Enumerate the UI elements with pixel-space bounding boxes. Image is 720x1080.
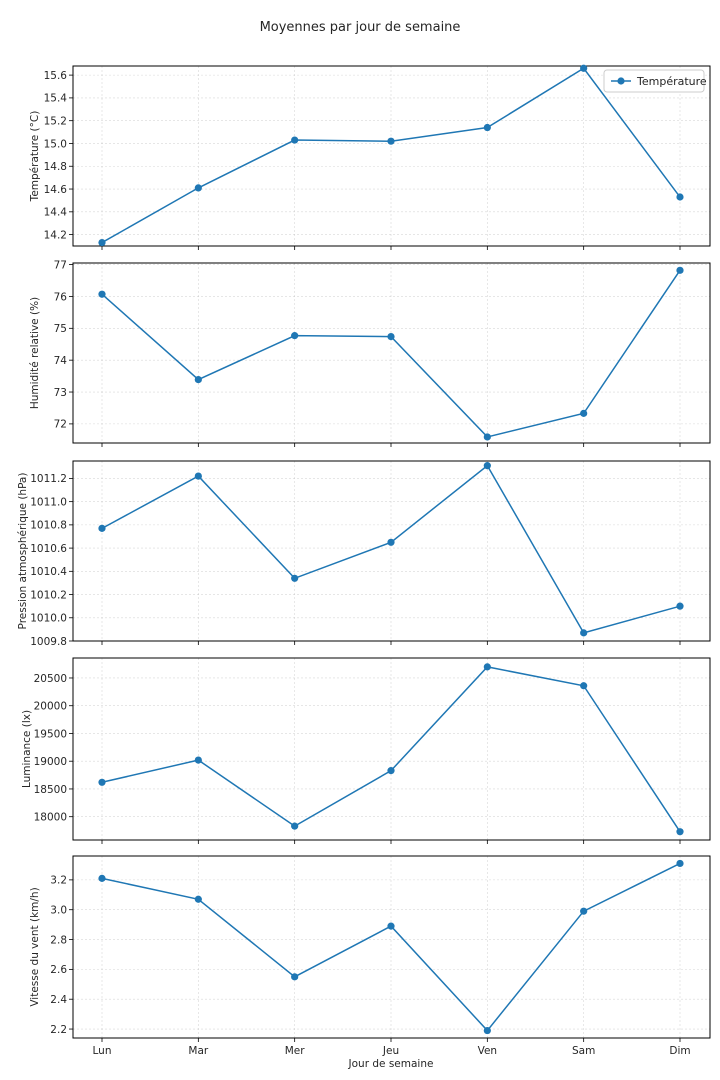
y-tick-label-temperature: 14.6	[44, 184, 68, 196]
x-tick-label: Mer	[285, 1045, 306, 1057]
data-point-pression-Dim	[676, 602, 684, 610]
y-tick-label-temperature: 15.0	[44, 138, 67, 150]
x-tick-label: Jeu	[382, 1045, 399, 1057]
data-point-vent-Ven	[483, 1026, 491, 1035]
data-point-luminance-Lun	[98, 778, 106, 786]
panel-pression: 1009.8 1010.0 1010.2 1010.4 1010.6 1010.8 1011…	[17, 460, 711, 648]
data-point-humidite-Mar	[194, 376, 202, 384]
data-point-humidite-Mer	[291, 332, 299, 340]
y-tick-label-luminance: 20000	[34, 701, 67, 713]
y-tick-label-pression: 1011.2	[30, 473, 67, 485]
axes-frame-pression	[72, 460, 711, 642]
y-tick-label-temperature: 14.8	[44, 161, 67, 173]
data-point-vent-Lun	[98, 874, 106, 882]
x-tick-label: Dim	[669, 1045, 690, 1057]
y-tick-label-temperature: 15.4	[44, 93, 68, 105]
data-point-pression-Jeu	[387, 538, 395, 546]
data-point-temperature-Sam	[580, 64, 588, 72]
data-point-luminance-Ven	[483, 663, 491, 671]
y-tick-label-luminance: 18000	[34, 811, 67, 823]
y-tick-label-humidite: 77	[54, 259, 67, 271]
legend-marker	[617, 77, 625, 85]
data-point-vent-Jeu	[387, 922, 395, 930]
data-point-humidite-Ven	[483, 433, 491, 441]
y-tick-label-pression: 1011.0	[30, 496, 67, 508]
axes-frame-vent	[72, 855, 711, 1039]
x-axis-label: Jour de semaine	[348, 1058, 434, 1070]
y-tick-label-temperature: 14.4	[44, 207, 68, 219]
legend-label: Température	[636, 75, 707, 88]
data-point-luminance-Mer	[291, 822, 299, 830]
data-point-pression-Lun	[98, 524, 106, 532]
x-tick-label: Lun	[93, 1045, 112, 1057]
y-tick-label-luminance: 18500	[34, 784, 67, 796]
y-tick-label-luminance: 19000	[34, 756, 67, 768]
y-tick-label-pression: 1010.2	[30, 589, 67, 601]
legend-box	[603, 69, 705, 93]
axes-frame-luminance	[72, 657, 711, 841]
panels: 14.2 14.4 14.6 14.8 15.0 15.2 15.4 15.6 Températ…	[17, 64, 711, 1057]
data-point-vent-Sam	[580, 907, 588, 915]
y-axis-label-humidite: Humidité relative (%)	[29, 297, 41, 409]
data-point-temperature-Mer	[291, 136, 299, 144]
panel-temperature: 14.2 14.4 14.6 14.8 15.0 15.2 15.4 15.6 Températ…	[29, 64, 711, 250]
data-point-pression-Mer	[291, 574, 299, 582]
y-tick-label-temperature: 15.6	[44, 70, 68, 82]
data-point-temperature-Mar	[194, 184, 202, 192]
axes-frame-temperature	[72, 65, 711, 247]
data-point-humidite-Sam	[580, 409, 588, 417]
y-axis-label-pression: Pression atmosphérique (hPa)	[17, 473, 29, 630]
y-tick-label-vent: 2.8	[50, 934, 67, 946]
data-point-humidite-Jeu	[387, 332, 395, 341]
data-point-temperature-Ven	[483, 123, 491, 132]
y-tick-label-humidite: 75	[54, 323, 67, 335]
panel-vent: 2.2 2.4 2.6 2.8 3.0 3.2 Vitesse du vent (km/h)…	[29, 855, 711, 1057]
y-axis-label-vent: Vitesse du vent (km/h)	[29, 887, 41, 1006]
data-point-pression-Ven	[483, 462, 491, 470]
y-tick-label-vent: 2.2	[50, 1024, 67, 1036]
y-axis-label-temperature: Température (°C)	[29, 111, 41, 203]
data-point-luminance-Dim	[676, 828, 684, 836]
data-point-temperature-Dim	[676, 193, 684, 201]
data-point-luminance-Mar	[194, 756, 202, 764]
chart-title: Moyennes par jour de semaine	[260, 20, 461, 35]
data-point-vent-Dim	[676, 859, 684, 868]
y-tick-label-humidite: 72	[54, 419, 67, 431]
panel-humidite: 72 73 74 75 76 77 Humidité relative (%)	[29, 259, 711, 447]
y-axis-label-luminance: Luminance (lx)	[21, 710, 33, 788]
legend: Température	[603, 69, 707, 93]
y-tick-label-pression: 1009.8	[30, 636, 67, 648]
y-tick-label-pression: 1010.6	[30, 543, 67, 555]
data-point-pression-Mar	[194, 472, 202, 480]
y-tick-label-pression: 1010.4	[30, 566, 67, 578]
y-tick-label-pression: 1010.0	[30, 613, 67, 625]
x-tick-label: Mar	[188, 1045, 208, 1057]
panel-luminance: 18000 18500 19000 19500 20000 20500 Luminance …	[21, 657, 711, 844]
y-tick-label-temperature: 15.2	[44, 115, 67, 127]
y-tick-label-humidite: 76	[54, 291, 68, 303]
y-tick-label-temperature: 14.2	[44, 229, 67, 241]
data-point-luminance-Jeu	[387, 767, 395, 775]
x-tick-label: Sam	[572, 1045, 595, 1057]
data-point-vent-Mer	[291, 973, 299, 981]
y-tick-label-humidite: 73	[54, 387, 67, 399]
y-tick-label-vent: 3.0	[50, 905, 67, 917]
data-point-temperature-Jeu	[387, 137, 395, 145]
y-tick-label-vent: 2.4	[50, 994, 67, 1006]
axes-frame-humidite	[72, 262, 711, 444]
x-tick-label: Ven	[478, 1045, 497, 1057]
y-tick-label-vent: 3.2	[50, 875, 67, 887]
data-point-humidite-Lun	[98, 290, 106, 298]
y-tick-label-pression: 1010.8	[30, 520, 67, 532]
data-point-pression-Sam	[580, 629, 588, 637]
data-point-temperature-Lun	[98, 238, 106, 247]
y-tick-label-luminance: 19500	[34, 728, 67, 740]
data-point-vent-Mar	[194, 895, 202, 903]
data-point-luminance-Sam	[580, 682, 588, 690]
data-point-humidite-Dim	[676, 266, 684, 274]
y-tick-label-vent: 2.6	[50, 964, 67, 976]
y-tick-label-humidite: 74	[54, 355, 68, 367]
y-tick-label-luminance: 20500	[34, 673, 67, 685]
